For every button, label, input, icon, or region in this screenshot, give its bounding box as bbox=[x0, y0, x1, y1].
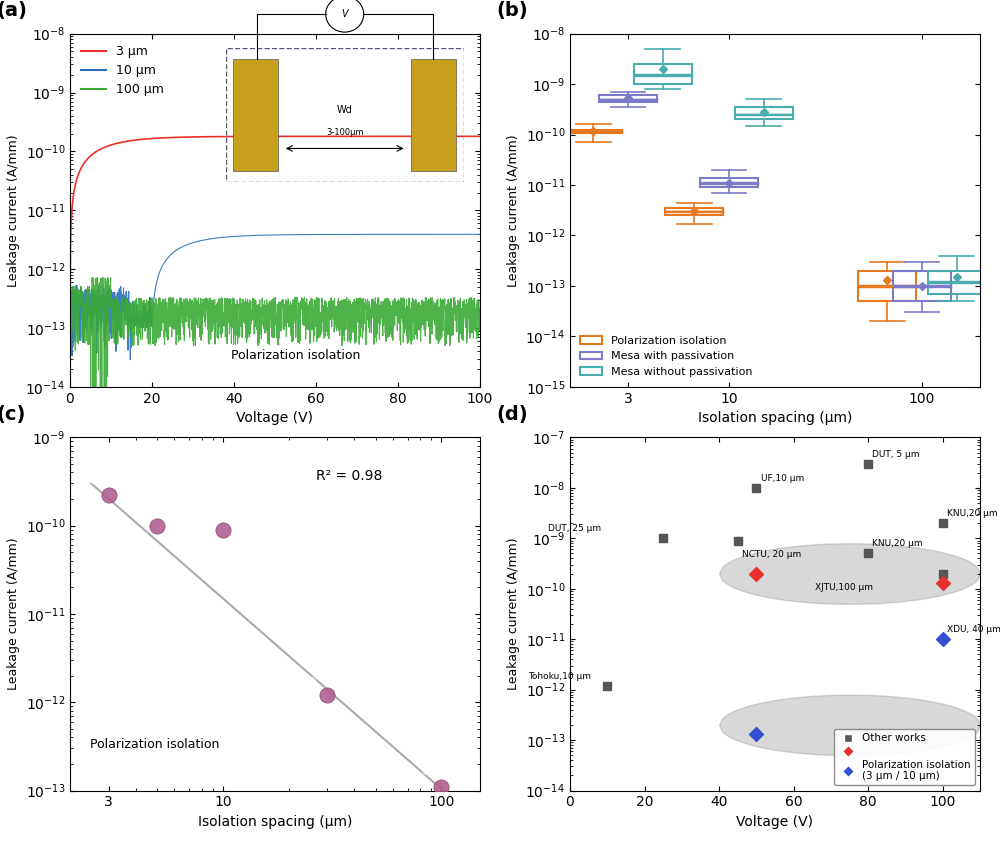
Point bbox=[215, 523, 231, 537]
Y-axis label: Leakage current (A/mm): Leakage current (A/mm) bbox=[7, 134, 20, 287]
Text: XJTU,100 μm: XJTU,100 μm bbox=[815, 583, 873, 592]
Point bbox=[101, 489, 117, 502]
Point bbox=[935, 632, 951, 646]
Text: KNU,20 μm: KNU,20 μm bbox=[872, 539, 923, 548]
Text: XDU, 40 μm: XDU, 40 μm bbox=[947, 625, 1000, 634]
Text: (c): (c) bbox=[0, 405, 26, 424]
X-axis label: Voltage (V): Voltage (V) bbox=[237, 411, 314, 426]
Text: (a): (a) bbox=[0, 1, 27, 20]
Point bbox=[748, 567, 764, 580]
Point bbox=[149, 519, 165, 532]
Other works bbox=[748, 481, 764, 495]
Text: Polarization isolation: Polarization isolation bbox=[90, 738, 220, 751]
Other works bbox=[730, 534, 746, 547]
Text: DUT, 5 μm: DUT, 5 μm bbox=[872, 450, 920, 458]
Y-axis label: Leakage current (A/mm): Leakage current (A/mm) bbox=[507, 537, 520, 690]
Y-axis label: Leakage current (A/mm): Leakage current (A/mm) bbox=[7, 537, 20, 690]
Text: R² = 0.98: R² = 0.98 bbox=[316, 468, 382, 483]
Legend: Polarization isolation, Mesa with passivation, Mesa without passivation: Polarization isolation, Mesa with passiv… bbox=[576, 331, 757, 381]
Text: KNU,20 μm: KNU,20 μm bbox=[947, 509, 998, 518]
Other works bbox=[860, 547, 876, 560]
Point bbox=[304, 673, 320, 686]
Other works bbox=[935, 516, 951, 530]
Text: NCTU, 20 μm: NCTU, 20 μm bbox=[742, 550, 801, 559]
Text: Tohoku,10 μm: Tohoku,10 μm bbox=[528, 672, 591, 680]
Point bbox=[85, 473, 101, 487]
Text: UF,10 μm: UF,10 μm bbox=[761, 473, 804, 483]
Point bbox=[748, 727, 764, 741]
Legend: 3 μm, 10 μm, 100 μm: 3 μm, 10 μm, 100 μm bbox=[76, 40, 169, 102]
Point bbox=[134, 504, 150, 517]
Text: (b): (b) bbox=[496, 1, 528, 20]
Point bbox=[199, 507, 215, 521]
Point bbox=[433, 780, 449, 794]
Y-axis label: Leakage current (A/mm): Leakage current (A/mm) bbox=[507, 134, 520, 287]
Point bbox=[935, 576, 951, 590]
Other works bbox=[860, 457, 876, 470]
Other works bbox=[599, 679, 615, 692]
X-axis label: Isolation spacing (μm): Isolation spacing (μm) bbox=[698, 411, 852, 426]
X-axis label: Isolation spacing (μm): Isolation spacing (μm) bbox=[198, 815, 352, 829]
Legend: Other works,  , Polarization isolation
(3 μm / 10 μm): Other works, , Polarization isolation (3… bbox=[834, 729, 975, 785]
Other works bbox=[655, 532, 671, 545]
Text: DUT, 25 μm: DUT, 25 μm bbox=[548, 524, 601, 533]
X-axis label: Voltage (V): Voltage (V) bbox=[736, 815, 814, 829]
Point bbox=[319, 689, 335, 702]
Other works bbox=[935, 567, 951, 580]
Text: Polarization isolation: Polarization isolation bbox=[231, 349, 360, 362]
Text: (d): (d) bbox=[496, 405, 528, 424]
Point bbox=[418, 764, 434, 778]
